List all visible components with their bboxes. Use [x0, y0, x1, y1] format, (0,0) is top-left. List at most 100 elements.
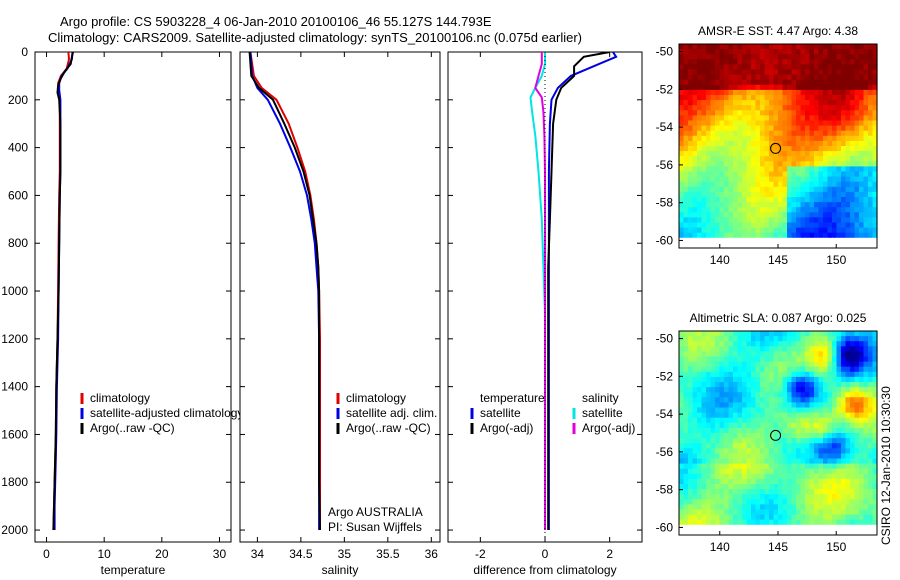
map-cell — [850, 95, 856, 101]
map-cell — [805, 191, 811, 198]
map-cell — [814, 509, 820, 516]
map-cell — [845, 212, 851, 218]
map-cell — [710, 64, 716, 71]
map-cell — [787, 443, 793, 449]
map-cell — [823, 176, 829, 183]
map-cell — [773, 212, 779, 218]
map-cell — [809, 176, 815, 183]
map-cell — [859, 519, 865, 526]
map-cell — [814, 443, 820, 449]
map-cell — [814, 351, 820, 358]
map-cell — [773, 484, 779, 490]
map-cell — [805, 135, 811, 142]
map-cell — [814, 504, 820, 511]
map-cell — [773, 181, 779, 188]
map-cell — [778, 222, 784, 229]
map-cell — [827, 237, 833, 244]
map-cell — [746, 156, 752, 162]
map-cell — [719, 161, 725, 167]
map-cell — [854, 402, 860, 409]
map-cell — [872, 64, 878, 71]
map-cell — [854, 519, 860, 526]
map-cell — [773, 417, 779, 424]
map-cell — [733, 120, 739, 127]
map-cell — [728, 489, 734, 495]
map-cell — [715, 100, 721, 106]
map-cell — [692, 44, 698, 50]
map-cell — [809, 44, 815, 50]
map-cell — [863, 433, 869, 439]
map-cell — [724, 422, 730, 429]
map-cell — [701, 130, 707, 137]
map-cell — [827, 366, 833, 373]
map-cell — [764, 207, 770, 213]
map-cell — [832, 346, 838, 352]
map-cell — [787, 79, 793, 86]
map-cell — [836, 458, 842, 465]
map-cell — [773, 110, 779, 116]
map-cell — [737, 186, 743, 193]
map-cell — [746, 125, 752, 132]
map-cell — [863, 166, 869, 173]
map-cell — [836, 222, 842, 229]
map-cell — [796, 49, 802, 55]
map-cell — [688, 453, 694, 460]
map-cell — [823, 443, 829, 449]
map-cell — [859, 115, 865, 122]
map-cell — [719, 202, 725, 208]
map-cell — [737, 341, 743, 347]
map-cell — [719, 135, 725, 142]
map-cell — [782, 489, 788, 495]
map-cell — [760, 44, 766, 50]
map-cell — [751, 433, 757, 439]
map-cell — [692, 392, 698, 398]
map-cell — [733, 468, 739, 475]
map-cell — [697, 100, 703, 106]
map-cell — [697, 412, 703, 419]
map-cell — [841, 422, 847, 429]
map-cell — [764, 115, 770, 122]
map-cell — [751, 79, 757, 86]
map-cell — [796, 382, 802, 388]
y-tick-label: 200 — [8, 93, 28, 107]
map-cell — [760, 443, 766, 449]
map-cell — [850, 331, 856, 337]
map-cell — [809, 130, 815, 137]
map-cell — [710, 197, 716, 203]
map-cell — [679, 242, 685, 249]
map-cell — [805, 156, 811, 162]
map-cell — [787, 74, 793, 81]
map-cell — [706, 478, 712, 485]
map-cell — [868, 443, 874, 449]
map-cell — [755, 387, 761, 393]
map-cell — [742, 217, 748, 224]
map-cell — [845, 463, 851, 470]
map-cell — [769, 351, 775, 358]
map-cell — [737, 453, 743, 460]
map-cell — [719, 478, 725, 485]
map-cell — [845, 130, 851, 137]
map-cell — [719, 504, 725, 511]
map-cell — [755, 74, 761, 81]
map-cell — [809, 356, 815, 363]
map-cell — [872, 202, 878, 208]
map-cell — [683, 151, 689, 157]
map-cell — [688, 463, 694, 470]
map-cell — [746, 140, 752, 147]
map-cell — [697, 341, 703, 347]
map-cell — [706, 49, 712, 55]
map-cell — [796, 376, 802, 383]
map-cell — [854, 79, 860, 86]
map-cell — [710, 100, 716, 106]
map-cell — [737, 402, 743, 409]
map-cell — [760, 478, 766, 485]
map-cell — [710, 433, 716, 439]
map-cell — [854, 171, 860, 178]
map-cell — [710, 115, 716, 122]
map-cell — [845, 84, 851, 91]
map-cell — [764, 130, 770, 137]
map-cell — [809, 74, 815, 81]
map-cell — [755, 237, 761, 244]
map-cell — [791, 519, 797, 526]
